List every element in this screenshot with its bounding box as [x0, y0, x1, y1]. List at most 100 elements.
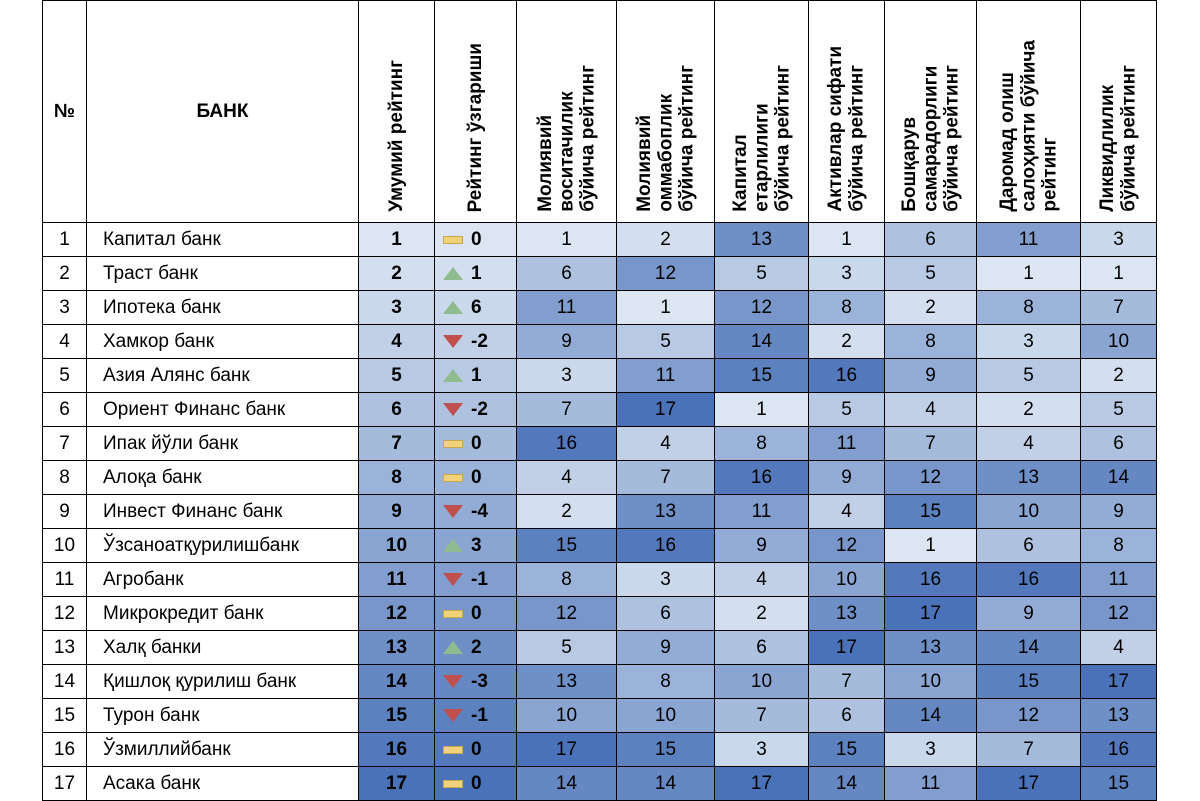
capital-adequacy-rating-cell: 13 — [714, 222, 809, 257]
overall-rating-cell: 12 — [358, 596, 435, 631]
rating-change: -1 — [435, 705, 516, 727]
intermediation-rating-cell: 8 — [516, 562, 617, 597]
management-efficiency-rating-cell: 10 — [884, 664, 977, 699]
management-efficiency-rating-cell: 9 — [884, 358, 977, 393]
bank-name-cell: Азия Алянс банк — [86, 358, 359, 393]
col-header-intermediation: Молиявий воситачилик бўйича рейтинг — [516, 0, 617, 223]
capital-adequacy-rating-cell: 2 — [714, 596, 809, 631]
asset-quality-rating-cell: 4 — [808, 494, 885, 529]
rating-change-cell: 0 — [434, 766, 517, 801]
earnings-rating-cell: 13 — [976, 460, 1081, 495]
capital-adequacy-rating-cell: 10 — [714, 664, 809, 699]
earnings-rating-cell: 6 — [976, 528, 1081, 563]
rating-change: 0 — [435, 603, 516, 625]
rating-change: 1 — [435, 365, 516, 387]
table-row: 12 Микрокредит банк 12 0 12 6 2 13 17 9 12 — [42, 596, 1157, 631]
dash-icon — [443, 779, 463, 788]
intermediation-rating-cell: 7 — [516, 392, 617, 427]
liquidity-rating-cell: 14 — [1080, 460, 1157, 495]
bank-name-cell: Ўзсаноатқурилишбанк — [86, 528, 359, 563]
row-num-cell: 4 — [42, 324, 87, 359]
overall-rating-cell: 4 — [358, 324, 435, 359]
row-num-cell: 15 — [42, 698, 87, 733]
rating-change-value: 1 — [471, 262, 482, 284]
management-efficiency-rating-cell: 8 — [884, 324, 977, 359]
popularity-rating-cell: 12 — [616, 256, 715, 291]
bank-name-cell: Инвест Финанс банк — [86, 494, 359, 529]
popularity-rating-cell: 1 — [616, 290, 715, 325]
bank-name-cell: Ипак йўли банк — [86, 426, 359, 461]
intermediation-rating-cell: 11 — [516, 290, 617, 325]
earnings-rating-cell: 5 — [976, 358, 1081, 393]
col-header-management-efficiency: Бошқарув самарадорлиги бўйича рейтинг — [884, 0, 977, 223]
liquidity-rating-cell: 12 — [1080, 596, 1157, 631]
management-efficiency-rating-cell: 1 — [884, 528, 977, 563]
overall-rating-cell: 5 — [358, 358, 435, 393]
bank-name-cell: Хамкор банк — [86, 324, 359, 359]
asset-quality-rating-cell: 3 — [808, 256, 885, 291]
asset-quality-rating-cell: 11 — [808, 426, 885, 461]
col-header-popularity: Молиявий оммабоплик бўйича рейтинг — [616, 0, 715, 223]
rating-change-value: 0 — [471, 738, 482, 760]
bank-name-cell: Ўзмиллийбанк — [86, 732, 359, 767]
management-efficiency-rating-cell: 2 — [884, 290, 977, 325]
triangle-up-icon — [443, 539, 463, 552]
popularity-rating-cell: 13 — [616, 494, 715, 529]
asset-quality-rating-cell: 1 — [808, 222, 885, 257]
popularity-rating-cell: 17 — [616, 392, 715, 427]
popularity-rating-cell: 2 — [616, 222, 715, 257]
dash-icon — [443, 439, 463, 448]
intermediation-rating-cell: 9 — [516, 324, 617, 359]
overall-rating-cell: 3 — [358, 290, 435, 325]
liquidity-rating-cell: 5 — [1080, 392, 1157, 427]
table-row: 4 Хамкор банк 4 -2 9 5 14 2 8 3 10 — [42, 324, 1157, 359]
triangle-up-icon — [443, 641, 463, 654]
table-row: 13 Халқ банки 13 2 5 9 6 17 13 14 4 — [42, 630, 1157, 665]
earnings-rating-cell: 3 — [976, 324, 1081, 359]
earnings-rating-cell: 11 — [976, 222, 1081, 257]
dash-icon — [443, 473, 463, 482]
capital-adequacy-rating-cell: 4 — [714, 562, 809, 597]
triangle-down-icon — [443, 709, 463, 722]
table-row: 3 Ипотека банк 3 6 11 1 12 8 2 8 7 — [42, 290, 1157, 325]
col-header-bank: БАНК — [86, 0, 359, 223]
bank-name-cell: Алоқа банк — [86, 460, 359, 495]
bank-name-cell: Халқ банки — [86, 630, 359, 665]
rating-change-cell: 0 — [434, 426, 517, 461]
management-efficiency-rating-cell: 14 — [884, 698, 977, 733]
overall-rating-cell: 15 — [358, 698, 435, 733]
liquidity-rating-cell: 11 — [1080, 562, 1157, 597]
management-efficiency-rating-cell: 17 — [884, 596, 977, 631]
triangle-down-icon — [443, 505, 463, 518]
table-row: 8 Алоқа банк 8 0 4 7 16 9 12 13 14 — [42, 460, 1157, 495]
asset-quality-rating-cell: 12 — [808, 528, 885, 563]
capital-adequacy-rating-cell: 3 — [714, 732, 809, 767]
header-row: № БАНК Умумий рейтинг Рейтинг ўзгариши М… — [42, 0, 1157, 223]
intermediation-rating-cell: 6 — [516, 256, 617, 291]
row-num-cell: 12 — [42, 596, 87, 631]
earnings-rating-cell: 14 — [976, 630, 1081, 665]
intermediation-rating-cell: 17 — [516, 732, 617, 767]
earnings-rating-cell: 9 — [976, 596, 1081, 631]
bank-name-cell: Асака банк — [86, 766, 359, 801]
row-num-cell: 7 — [42, 426, 87, 461]
bank-name-cell: Ипотека банк — [86, 290, 359, 325]
rating-change-value: 0 — [471, 432, 482, 454]
rating-change-cell: 1 — [434, 256, 517, 291]
asset-quality-rating-cell: 8 — [808, 290, 885, 325]
asset-quality-rating-cell: 5 — [808, 392, 885, 427]
rating-change: 2 — [435, 637, 516, 659]
table-row: 9 Инвест Финанс банк 9 -4 2 13 11 4 15 10 9 — [42, 494, 1157, 529]
rating-change-value: 3 — [471, 534, 482, 556]
col-header-earnings: Даромад олиш салоҳияти бўйича рейтинг — [976, 0, 1081, 223]
liquidity-rating-cell: 17 — [1080, 664, 1157, 699]
rating-change: -2 — [435, 399, 516, 421]
triangle-up-icon — [443, 267, 463, 280]
dash-icon — [443, 609, 463, 618]
bank-name-cell: Агробанк — [86, 562, 359, 597]
capital-adequacy-rating-cell: 9 — [714, 528, 809, 563]
bank-name-cell: Капитал банк — [86, 222, 359, 257]
overall-rating-cell: 11 — [358, 562, 435, 597]
overall-rating-cell: 17 — [358, 766, 435, 801]
rating-change-value: -2 — [471, 330, 488, 352]
